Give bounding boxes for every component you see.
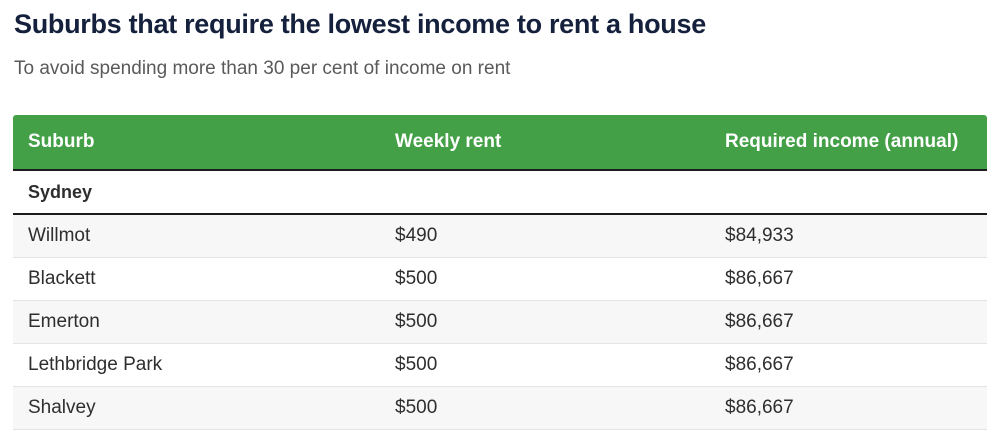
page-title: Suburbs that require the lowest income t… [14, 9, 706, 39]
page-subtitle: To avoid spending more than 30 per cent … [14, 57, 511, 79]
cell-suburb: Lethbridge Park [13, 343, 380, 387]
table-row: Lethbridge Park $500 $86,667 [13, 343, 987, 387]
cell-suburb: Blackett [13, 257, 380, 301]
rent-income-table: Suburb Weekly rent Required income (annu… [13, 114, 987, 430]
column-header-required-income: Required income (annual) [710, 114, 987, 171]
group-row-sydney: Sydney [13, 170, 987, 215]
table-row: Shalvey $500 $86,667 [13, 386, 987, 430]
cell-weekly-rent: $500 [380, 300, 710, 344]
cell-weekly-rent: $490 [380, 214, 710, 258]
cell-weekly-rent: $500 [380, 386, 710, 430]
cell-weekly-rent: $500 [380, 343, 710, 387]
table-row: Blackett $500 $86,667 [13, 257, 987, 301]
cell-required-income: $84,933 [710, 214, 987, 258]
table-row: Emerton $500 $86,667 [13, 300, 987, 344]
cell-weekly-rent: $500 [380, 257, 710, 301]
group-label: Sydney [13, 170, 987, 215]
cell-suburb: Shalvey [13, 386, 380, 430]
cell-suburb: Willmot [13, 214, 380, 258]
column-header-suburb: Suburb [13, 114, 380, 171]
column-header-weekly-rent: Weekly rent [380, 114, 710, 171]
cell-required-income: $86,667 [710, 300, 987, 344]
cell-suburb: Emerton [13, 300, 380, 344]
cell-required-income: $86,667 [710, 257, 987, 301]
table-header-row: Suburb Weekly rent Required income (annu… [13, 114, 987, 171]
cell-required-income: $86,667 [710, 343, 987, 387]
cell-required-income: $86,667 [710, 386, 987, 430]
table-row: Willmot $490 $84,933 [13, 214, 987, 258]
